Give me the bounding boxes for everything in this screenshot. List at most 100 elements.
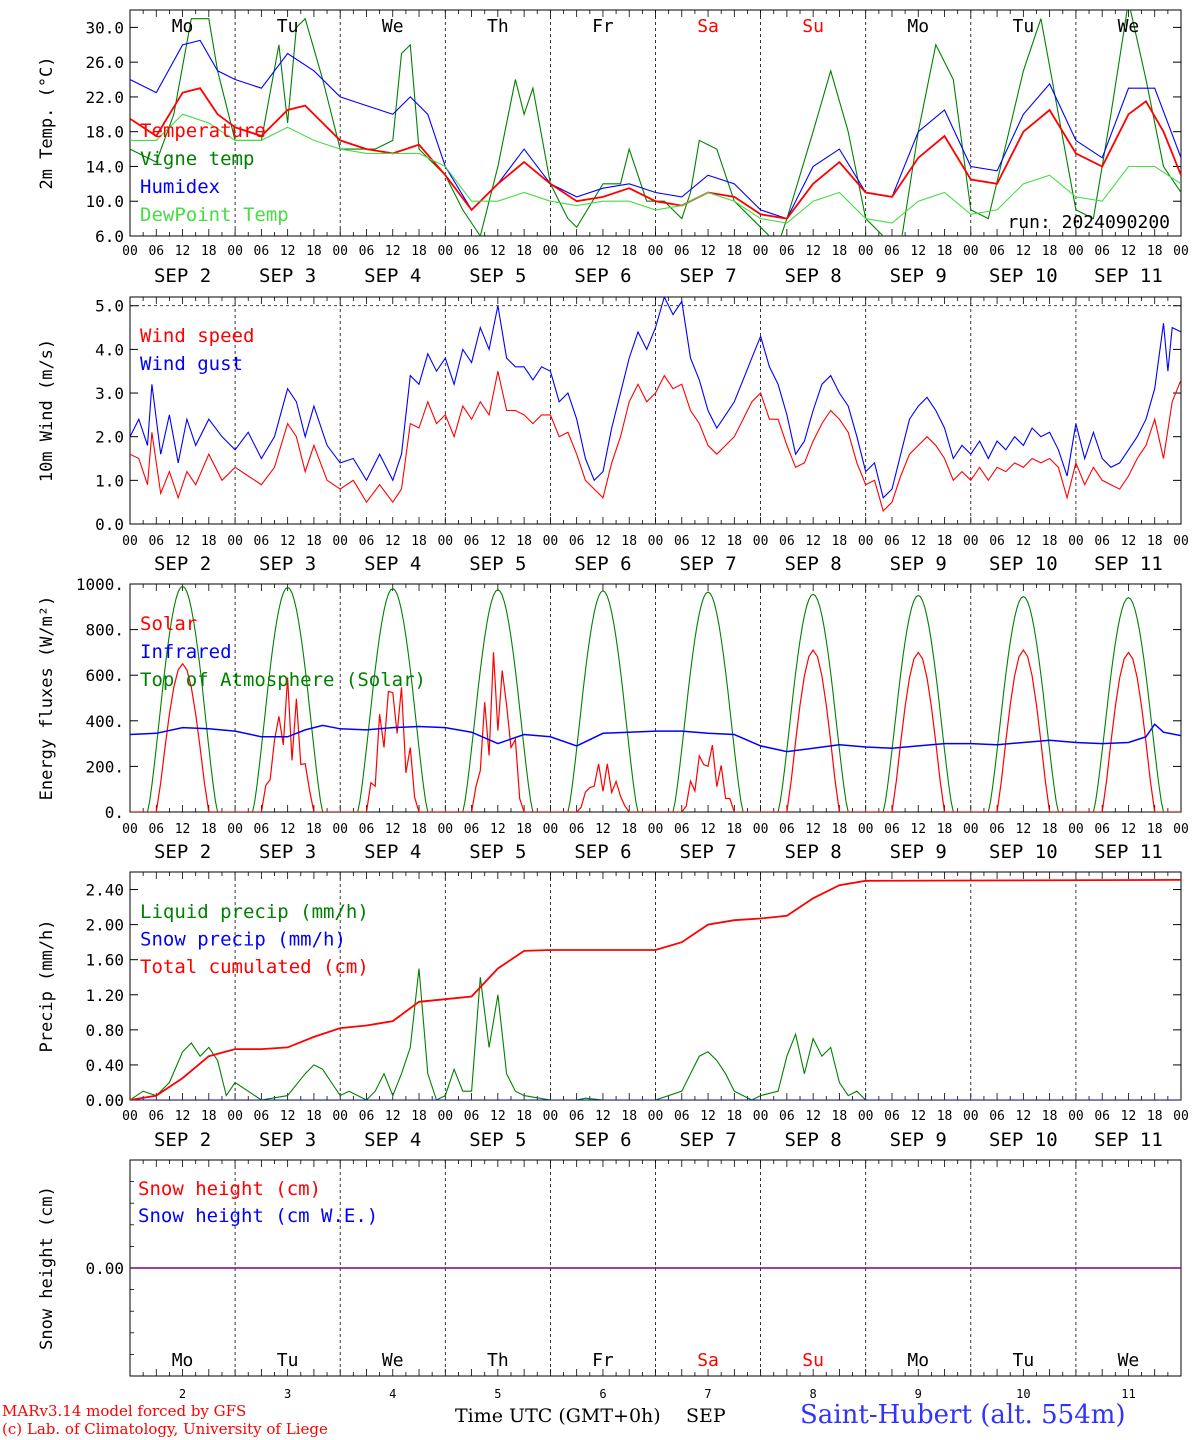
hour-label: 18: [411, 1109, 427, 1124]
panel-precip: 0.00 0.40 0.80 1.20 1.60 2.00 2.40 Precip (mm/h…: [37, 871, 1189, 1151]
date-label: SEP 11: [1094, 841, 1163, 863]
series-group: [130, 297, 1181, 512]
hour-label: 00: [858, 822, 874, 837]
hour-label: 06: [464, 822, 480, 837]
date-label: SEP 6: [574, 841, 631, 863]
hour-label: 12: [175, 244, 191, 259]
hour-label: 12: [700, 244, 716, 259]
legend-entry: Temperature: [140, 120, 266, 142]
hour-label: 06: [674, 822, 690, 837]
hour-label: 18: [411, 534, 427, 549]
hour-label: 18: [516, 244, 532, 259]
date-label: SEP 5: [469, 265, 526, 287]
hour-label: 12: [280, 244, 296, 259]
date-label: SEP 9: [890, 1129, 947, 1151]
hour-label: 00: [858, 244, 874, 259]
hour-label: 18: [201, 534, 217, 549]
date-label: SEP 3: [259, 841, 316, 863]
hour-label: 06: [254, 822, 270, 837]
hour-label: 12: [490, 244, 506, 259]
lab-credit: (c) Lab. of Climatology, University of L…: [2, 1420, 328, 1438]
hour-label: 06: [148, 244, 164, 259]
hour-label: 06: [1094, 244, 1110, 259]
y-tick-label: 800.: [85, 621, 124, 640]
date-label: SEP 6: [574, 1129, 631, 1151]
hour-label: 00: [543, 534, 559, 549]
y-tick-label: 22.0: [85, 88, 124, 107]
hour-label: 00: [332, 244, 348, 259]
hour-label: 18: [832, 244, 848, 259]
hour-label: 18: [411, 822, 427, 837]
series-total-cumulated-cm--line: [130, 879, 1181, 1100]
legend-entry: DewPoint Temp: [140, 204, 289, 226]
y-tick-label: 5.0: [95, 297, 124, 316]
hour-label: 00: [648, 244, 664, 259]
date-label: SEP 10: [989, 1129, 1058, 1151]
day-number-label: 9: [915, 1387, 922, 1401]
hour-label: 00: [543, 1109, 559, 1124]
series-wind-speed-line: [130, 371, 1181, 512]
hour-label: 06: [569, 1109, 585, 1124]
hour-label: 00: [648, 822, 664, 837]
date-label: SEP 2: [154, 1129, 211, 1151]
day-number-label: 3: [284, 1387, 291, 1401]
hour-label: 18: [937, 1109, 953, 1124]
hour-label: 06: [254, 534, 270, 549]
hour-label: 06: [884, 1109, 900, 1124]
hour-label: 00: [1173, 1109, 1189, 1124]
legend-entry: Solar: [140, 613, 197, 635]
y-tick-label: 0.40: [85, 1056, 124, 1075]
hour-label: 00: [543, 244, 559, 259]
y-tick-label: 0.00: [85, 1259, 124, 1278]
series-group: [130, 879, 1181, 1100]
hour-label: 12: [700, 534, 716, 549]
hour-label: 06: [1094, 822, 1110, 837]
hour-label: 18: [201, 822, 217, 837]
hour-label: 12: [175, 1109, 191, 1124]
hour-label: 18: [1042, 1109, 1058, 1124]
hour-label: 06: [884, 534, 900, 549]
weekday-label: Fr: [592, 16, 614, 37]
date-label: SEP 8: [785, 841, 842, 863]
weekday-label: Su: [802, 1350, 824, 1371]
legend-entry: Liquid precip (mm/h): [140, 901, 369, 923]
date-label: SEP 2: [154, 841, 211, 863]
panel-temp: 6.0 10.0 14.0 18.0 22.0 26.0 30.0 2m Temp. (°C)…: [37, 9, 1189, 287]
hour-label: 12: [595, 1109, 611, 1124]
weekday-label: Mo: [907, 16, 929, 37]
hour-label: 00: [1068, 244, 1084, 259]
hour-label: 18: [1042, 822, 1058, 837]
y-axis-label: 10m Wind (m/s): [37, 339, 57, 482]
date-label: SEP 6: [574, 553, 631, 575]
hour-label: 00: [753, 534, 769, 549]
weekday-label: Tu: [277, 16, 299, 37]
hour-label: 00: [648, 1109, 664, 1124]
series-wind-gust-line: [130, 297, 1181, 499]
weekday-label: Tu: [277, 1350, 299, 1371]
hour-label: 12: [805, 822, 821, 837]
date-label: SEP 9: [890, 265, 947, 287]
series-infrared-line: [130, 723, 1181, 753]
date-label: SEP 9: [890, 841, 947, 863]
hour-label: 00: [122, 534, 138, 549]
hour-label: 12: [910, 244, 926, 259]
hour-label: 00: [122, 822, 138, 837]
series-group: [130, 10, 1181, 236]
hour-label: 06: [359, 822, 375, 837]
hour-label: 06: [464, 244, 480, 259]
hour-label: 06: [569, 822, 585, 837]
hour-label: 06: [674, 534, 690, 549]
series-solar-line: [130, 649, 1181, 812]
hour-label: 12: [1121, 244, 1137, 259]
y-tick-label: 0.0: [95, 515, 124, 534]
x-axis-month: SEP: [686, 1405, 726, 1427]
hour-label: 06: [779, 534, 795, 549]
legend-entry: Total cumulated (cm): [140, 956, 369, 978]
y-tick-label: 10.0: [85, 192, 124, 211]
weekday-label: Fr: [592, 1350, 614, 1371]
y-tick-label: 0.: [105, 803, 124, 822]
day-number-label: 8: [810, 1387, 817, 1401]
weekday-label: Su: [802, 16, 824, 37]
date-label: SEP 4: [364, 1129, 421, 1151]
hour-label: 12: [595, 534, 611, 549]
